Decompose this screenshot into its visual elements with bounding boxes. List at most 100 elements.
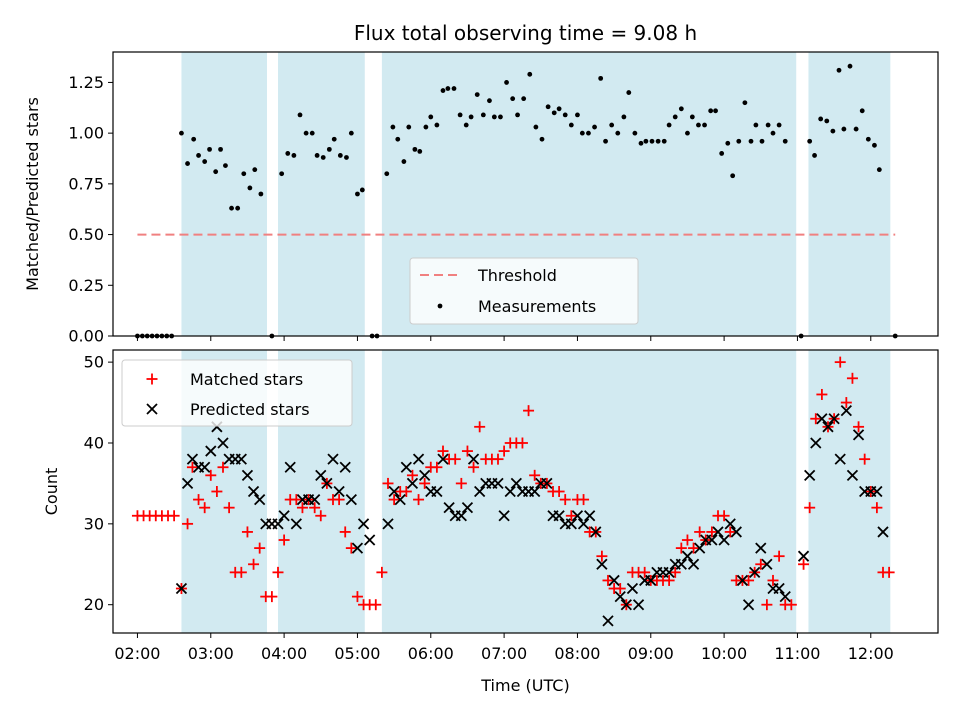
predicted-star-point [247,485,260,498]
matched-star-point [743,574,755,586]
measurement-point [223,163,228,169]
matched-star-point [217,461,229,473]
measurement-point [649,138,655,144]
predicted-star-point [596,558,608,570]
predicted-star-point [773,582,785,595]
measurement-point [579,130,585,136]
measurement-point [603,138,608,144]
predicted-star-point [461,502,474,514]
measurement-point [812,153,817,158]
count-y-ticks: 20 30 40 50 [84,353,113,614]
matched-star-point [199,502,211,514]
y-tick-label: 0.00 [68,327,104,346]
matched-star-point [565,510,577,522]
matched-star-point [400,486,412,497]
measurement-point [719,151,725,156]
measurement-point [451,86,457,91]
predicted-star-point [406,477,419,490]
measurement-point [463,122,469,128]
legend-predicted-swatch [146,403,158,415]
matched-star-point [846,372,858,384]
measurement-point [185,161,190,166]
matched-star-point [241,526,253,538]
measurement-point [725,140,731,146]
observing-windows [181,350,891,633]
ratio-legend-box [409,257,639,325]
matched-star-point [211,486,223,497]
predicted-star-point [290,518,302,530]
matched-star-point [388,494,400,506]
x-tick-label: 05:00 [334,644,380,663]
measurement-point [876,167,882,173]
measurement-point [753,122,759,128]
predicted-star-point [687,558,700,570]
matched-star-point [413,494,425,506]
chart-title: Flux total observing time = 9.08 h [354,21,697,45]
predicted-star-point [779,590,791,603]
x-tick-label: 07:00 [481,644,527,663]
matched-star-point [614,583,626,595]
matched-star-point [871,502,883,514]
legend-measurements-label: Measurements [478,297,596,316]
ratio-legend: Threshold Measurements [409,257,639,325]
observing-window-3 [381,350,797,633]
y-tick-label: 50 [84,353,104,372]
x-tick-label: 06:00 [408,644,454,663]
matched-stars-points [131,356,895,611]
predicted-star-point [467,453,480,465]
count-legend-box [121,359,353,427]
matched-star-point [455,477,467,489]
measurement-point [678,106,684,112]
matched-star-point [474,421,486,433]
measurement-point [626,90,632,95]
predicted-star-point [602,615,614,627]
matched-star-point [559,494,571,506]
matched-star-point [205,469,217,481]
measurement-point [643,138,649,144]
measurement-point [539,136,545,142]
measurement-point [384,171,390,177]
measurement-point [521,96,527,102]
predicted-star-point [199,461,211,473]
measurement-point [545,104,551,110]
matched-star-point [840,397,852,409]
predicted-star-point [345,493,357,506]
measurement-point [412,146,418,152]
measurement-point [575,112,580,118]
predicted-star-point [217,437,229,449]
matched-star-point [804,502,816,514]
matched-star-point [437,445,449,457]
measurement-point [279,171,285,177]
y-tick-label: 0.50 [68,225,104,244]
predicted-star-point [553,510,565,522]
predicted-star-point [608,574,620,587]
matched-star-point [755,558,767,570]
matched-star-point [785,599,797,611]
measurement-point [241,171,247,177]
predicted-star-point [437,453,449,465]
predicted-star-point [498,510,510,522]
predicted-star-point [382,518,394,530]
measurement-point [621,114,627,120]
measurement-point [696,122,701,128]
predicted-star-point [797,550,810,562]
matched-star-point [376,566,388,578]
matched-star-point [798,558,810,570]
measurement-point [830,128,836,134]
matched-star-point [675,542,687,554]
measurement-point [872,142,877,148]
matched-star-point [272,566,284,578]
predicted-star-point [455,510,467,522]
predicted-star-point [681,550,694,562]
predicted-stars-points [175,405,889,627]
count-legend: Matched stars Predicted stars [121,359,353,427]
predicted-star-point [181,477,194,490]
measurement-point [782,138,788,144]
predicted-star-point [816,413,828,425]
measurement-point [474,92,480,97]
matched-star-point [639,566,651,578]
matched-star-point [235,566,247,578]
matched-star-point [602,574,614,586]
matched-star-point [351,591,363,603]
